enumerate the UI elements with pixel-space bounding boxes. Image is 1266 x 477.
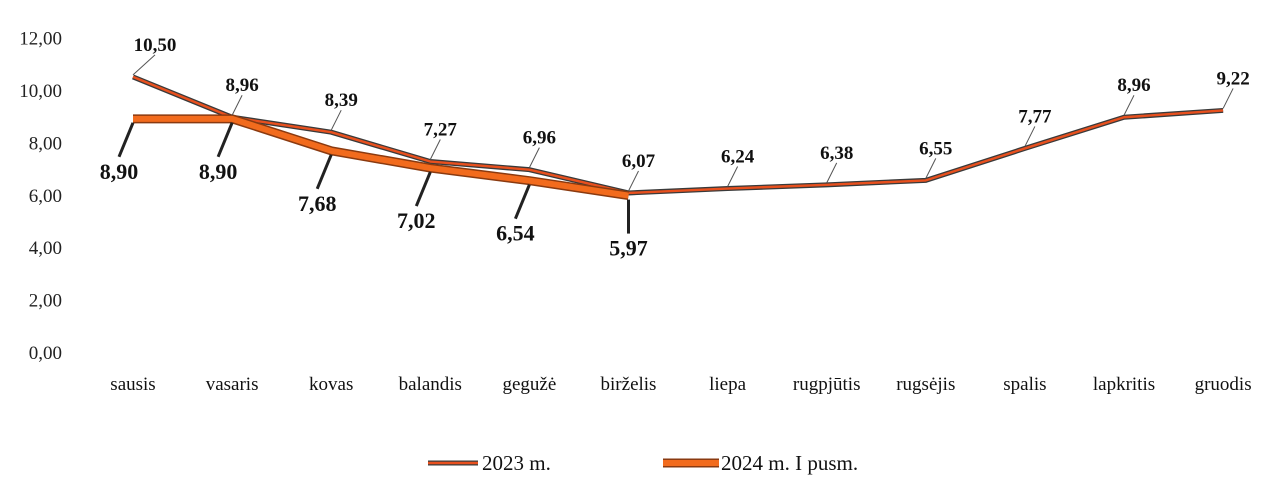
series-2024-data-label: 6,54 — [496, 221, 535, 246]
y-tick-label: 6,00 — [29, 186, 62, 207]
series-2023-leader-line — [1123, 95, 1135, 116]
legend: 2023 m. 2024 m. I pusm. — [428, 451, 858, 475]
x-axis-ticks: sausis vasaris kovas balandis gegužė birželis… — [110, 374, 1251, 395]
series-2024-data-label: 7,68 — [298, 191, 337, 216]
series-2024-data-label: 8,90 — [100, 159, 139, 184]
series-2023-line — [132, 75, 1224, 195]
legend-2024-label: 2024 m. I pusm. — [721, 451, 858, 475]
series-2023-leader-line — [628, 170, 639, 192]
series-2023-data-label: 10,50 — [134, 35, 177, 56]
series-2023-leader-line — [826, 162, 838, 184]
data-labels: 10,50 8,96 8,39 7,27 6,96 6,07 6,24 6,38 6,55 7,7… — [100, 35, 1250, 261]
series-2023-leader-line — [330, 109, 342, 131]
series-2023-data-label: 6,96 — [523, 128, 556, 149]
series-2024-leader-line — [315, 154, 333, 190]
series-2023-leader-line — [132, 54, 156, 76]
y-tick-label: 4,00 — [29, 238, 62, 259]
x-tick-label: rugpjūtis — [793, 374, 861, 395]
x-tick-label: spalis — [1003, 374, 1046, 395]
series-2023-leader-line — [1222, 88, 1234, 109]
y-tick-label: 0,00 — [29, 343, 62, 364]
x-tick-label: gegužė — [502, 374, 556, 395]
series-2023-data-label: 6,07 — [622, 151, 656, 172]
x-tick-label: rugsėjis — [896, 374, 955, 395]
series-2023-data-label: 6,55 — [919, 138, 952, 159]
series-2023-leader-line — [429, 139, 441, 160]
y-tick-label: 2,00 — [29, 291, 62, 312]
series-2023-leader-line — [528, 147, 540, 168]
y-tick-label: 12,00 — [19, 29, 62, 50]
series-2024-leader-line — [117, 122, 135, 158]
series-2023-leader-line — [727, 166, 739, 187]
y-tick-label: 10,00 — [19, 81, 62, 102]
series-2023-data-label: 9,22 — [1216, 68, 1249, 89]
series-2023-leader-line — [925, 158, 937, 179]
series-2023-leader-line — [231, 95, 243, 116]
series-2023 — [132, 74, 1224, 196]
y-axis-ticks: 0,00 2,00 4,00 6,00 8,00 10,00 12,00 — [19, 29, 62, 364]
x-tick-label: sausis — [110, 374, 155, 395]
series-2023-data-label: 8,39 — [325, 90, 358, 111]
y-tick-label: 8,00 — [29, 133, 62, 154]
series-2024-leader-line — [514, 184, 531, 220]
series-2023-data-label: 8,96 — [1117, 75, 1150, 96]
x-tick-label: birželis — [601, 374, 657, 395]
x-tick-label: liepa — [709, 374, 746, 395]
series-2023-leader-line — [1024, 126, 1036, 147]
series-2024-leader-line — [414, 171, 432, 207]
series-2023-data-label: 6,38 — [820, 143, 853, 164]
series-2024-leader-line — [216, 122, 234, 158]
series-2023-data-label: 8,96 — [225, 75, 258, 96]
series-2024-data-label: 5,97 — [609, 236, 648, 261]
x-tick-label: lapkritis — [1093, 374, 1155, 395]
series-2024-data-label: 8,90 — [199, 159, 238, 184]
x-tick-label: balandis — [399, 374, 462, 395]
series-2024-data-label: 7,02 — [397, 208, 436, 233]
series-2024 — [133, 114, 630, 201]
series-2023-data-label: 7,27 — [424, 120, 458, 141]
x-tick-label: kovas — [309, 374, 353, 395]
x-tick-label: gruodis — [1195, 374, 1252, 395]
series-2023-data-label: 6,24 — [721, 147, 755, 168]
series-2024-line — [133, 115, 629, 199]
x-tick-label: vasaris — [206, 374, 259, 395]
legend-2023-label: 2023 m. — [482, 451, 551, 475]
series-2023-data-label: 7,77 — [1018, 106, 1052, 127]
